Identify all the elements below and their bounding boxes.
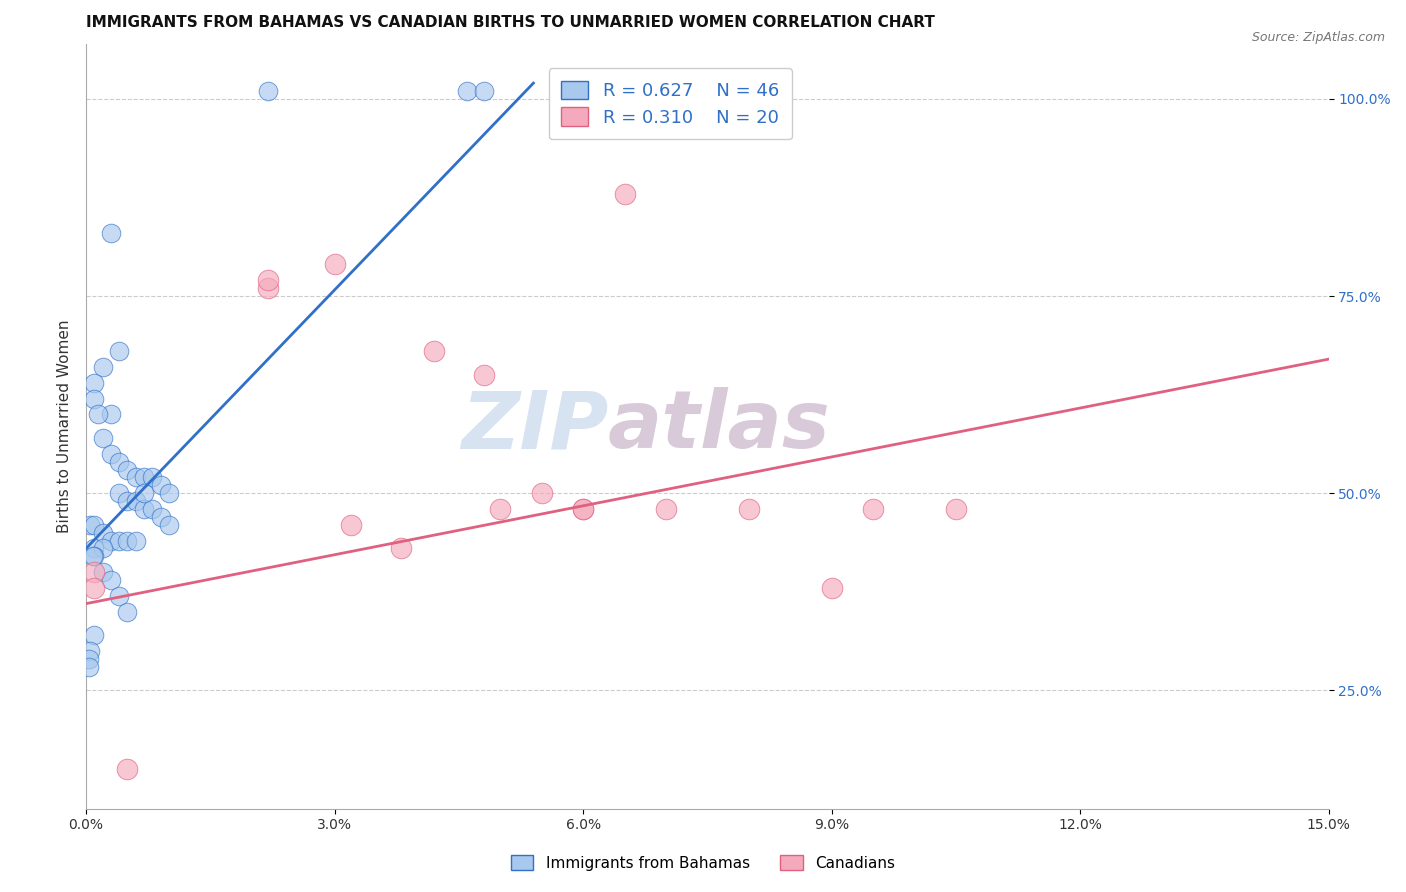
Point	[100, 226, 122, 240]
Point	[423, 344, 446, 359]
Point	[862, 502, 884, 516]
Point	[340, 517, 363, 532]
Point	[108, 486, 131, 500]
Point	[125, 494, 148, 508]
Text: Source: ZipAtlas.com: Source: ZipAtlas.com	[1251, 31, 1385, 45]
Point	[117, 533, 139, 548]
Point	[125, 470, 148, 484]
Text: atlas: atlas	[607, 387, 831, 465]
Point	[257, 273, 280, 287]
Point	[472, 368, 495, 382]
Point	[100, 408, 122, 422]
Point	[389, 541, 412, 556]
Point	[117, 462, 139, 476]
Point	[655, 502, 678, 516]
Point	[83, 541, 105, 556]
Point	[257, 84, 280, 98]
Point	[530, 486, 553, 500]
Point	[117, 494, 139, 508]
Point	[79, 644, 101, 658]
Point	[945, 502, 967, 516]
Point	[117, 605, 139, 619]
Point	[489, 502, 512, 516]
Point	[83, 565, 105, 579]
Point	[613, 186, 636, 201]
Point	[83, 517, 105, 532]
Point	[257, 281, 280, 295]
Point	[572, 502, 595, 516]
Point	[108, 533, 131, 548]
Point	[83, 376, 105, 390]
Point	[82, 549, 104, 564]
Point	[91, 525, 114, 540]
Point	[108, 589, 131, 603]
Point	[100, 447, 122, 461]
Point	[141, 470, 163, 484]
Text: ZIP: ZIP	[461, 387, 607, 465]
Point	[157, 517, 180, 532]
Legend: R = 0.627    N = 46, R = 0.310    N = 20: R = 0.627 N = 46, R = 0.310 N = 20	[548, 68, 792, 139]
Point	[91, 431, 114, 445]
Point	[157, 486, 180, 500]
Point	[83, 581, 105, 595]
Point	[132, 502, 155, 516]
Point	[149, 478, 172, 492]
Point	[820, 581, 842, 595]
Point	[456, 84, 478, 98]
Point	[132, 486, 155, 500]
Point	[141, 502, 163, 516]
Point	[572, 502, 595, 516]
Point	[83, 628, 105, 642]
Point	[91, 565, 114, 579]
Point	[108, 455, 131, 469]
Text: IMMIGRANTS FROM BAHAMAS VS CANADIAN BIRTHS TO UNMARRIED WOMEN CORRELATION CHART: IMMIGRANTS FROM BAHAMAS VS CANADIAN BIRT…	[86, 15, 935, 30]
Point	[87, 408, 110, 422]
Point	[108, 344, 131, 359]
Point	[149, 509, 172, 524]
Legend: Immigrants from Bahamas, Canadians: Immigrants from Bahamas, Canadians	[502, 846, 904, 880]
Point	[83, 392, 105, 406]
Y-axis label: Births to Unmarried Women: Births to Unmarried Women	[58, 319, 72, 533]
Point	[117, 762, 139, 776]
Point	[79, 659, 101, 673]
Point	[79, 517, 101, 532]
Point	[77, 652, 100, 666]
Point	[472, 84, 495, 98]
Point	[91, 359, 114, 374]
Point	[738, 502, 761, 516]
Point	[323, 258, 346, 272]
Point	[91, 541, 114, 556]
Point	[100, 573, 122, 587]
Point	[125, 533, 148, 548]
Point	[132, 470, 155, 484]
Point	[83, 549, 105, 564]
Point	[100, 533, 122, 548]
